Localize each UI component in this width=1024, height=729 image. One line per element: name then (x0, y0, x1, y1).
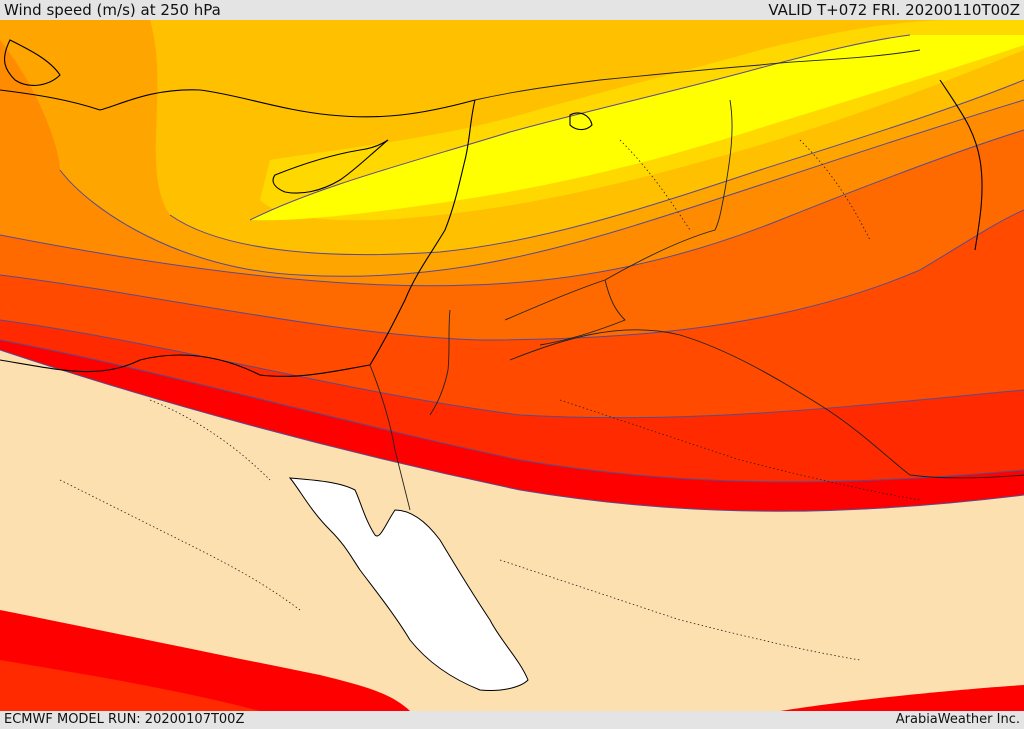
credit-label: ArabiaWeather Inc. (895, 712, 1020, 727)
country-borders (369, 49, 1024, 511)
wind-band-southwest-red-orange (0, 660, 260, 711)
wind-speed-map (0, 20, 1024, 711)
wind-band-southeast-red (780, 685, 1024, 711)
wind-core-yellow (250, 35, 1024, 221)
contour-lines (0, 34, 1024, 512)
model-run-label: ECMWF MODEL RUN: 20200107T00Z (4, 712, 245, 727)
red-sea (288, 477, 529, 691)
coastlines (0, 39, 983, 377)
footer-bar: ECMWF MODEL RUN: 20200107T00Z ArabiaWeat… (0, 711, 1024, 729)
header-bar: Wind speed (m/s) at 250 hPa VALID T+072 … (0, 0, 1024, 20)
map-title: Wind speed (m/s) at 250 hPa (4, 1, 221, 19)
valid-time-label: VALID T+072 FRI. 20200110T00Z (768, 1, 1020, 19)
internal-borders (59, 139, 921, 661)
